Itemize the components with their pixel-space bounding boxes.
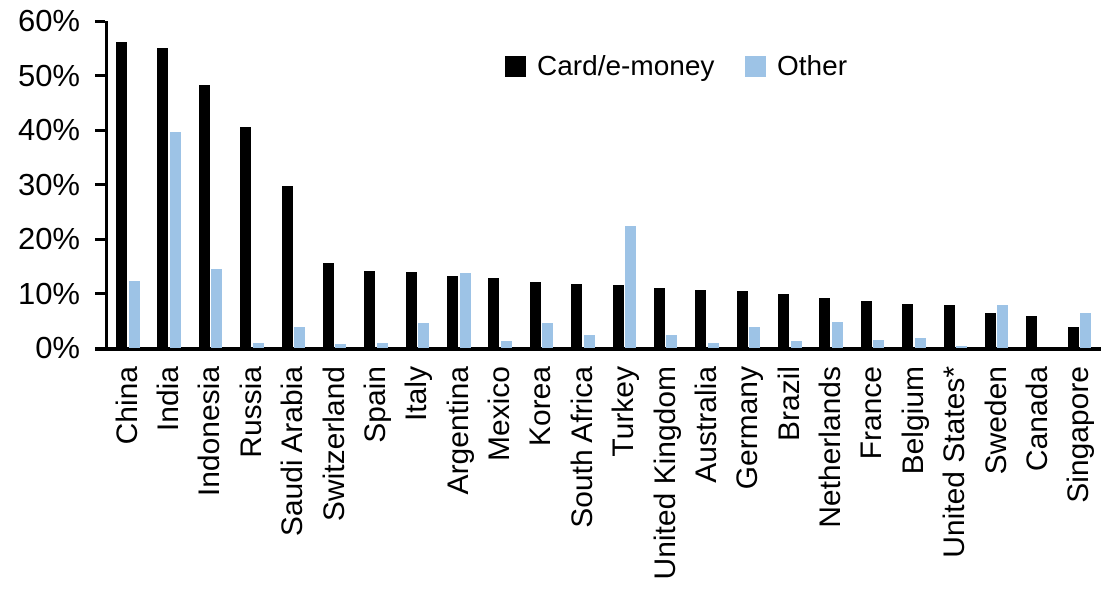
bar-card-e-money — [571, 284, 583, 348]
x-axis-category-label: Saudi Arabia — [276, 366, 310, 537]
y-axis-tick-mark — [95, 292, 105, 295]
x-axis-category-label: Germany — [731, 366, 765, 490]
legend-swatch-card-e-money — [505, 56, 526, 77]
x-axis-category-label: Mexico — [483, 366, 517, 462]
y-axis-tick-mark — [95, 183, 105, 186]
bar-other — [956, 346, 967, 348]
bar-other — [997, 304, 1009, 348]
bar-card-e-money — [902, 303, 914, 348]
bar-other — [128, 280, 140, 348]
bar-other — [376, 342, 388, 348]
x-axis-category-label: South Africa — [565, 366, 599, 528]
x-axis-category-label: Switzerland — [317, 366, 351, 522]
x-axis-category-label: India — [152, 366, 186, 432]
bar-card-e-money — [488, 277, 500, 348]
bar-card-e-money — [240, 127, 252, 348]
y-axis-tick-mark — [95, 19, 105, 23]
x-axis-category-label: France — [855, 366, 889, 460]
bar-other — [749, 326, 761, 348]
bar-card-e-money — [778, 293, 789, 348]
bar-other — [418, 322, 430, 348]
bar-card-e-money — [653, 288, 665, 348]
bar-card-e-money — [819, 297, 831, 348]
bar-card-e-money — [405, 271, 417, 348]
y-axis-tick-label: 60% — [17, 3, 80, 38]
bar-card-e-money — [364, 270, 376, 348]
bar-card-e-money — [736, 290, 748, 348]
y-axis-tick-mark — [95, 128, 105, 132]
x-axis-category-label: Italy — [400, 366, 434, 422]
x-axis-category-label: Australia — [689, 366, 723, 483]
bar-card-e-money — [529, 281, 541, 348]
bar-card-e-money — [322, 262, 334, 348]
bar-card-e-money — [1067, 327, 1079, 348]
x-axis-category-label: Singapore — [1062, 366, 1096, 503]
x-axis-category-label: Turkey — [607, 366, 641, 457]
bar-card-e-money — [116, 41, 127, 348]
y-axis-tick-mark — [95, 237, 105, 241]
y-axis-tick-mark — [95, 346, 105, 350]
x-axis-category-label: Indonesia — [193, 366, 227, 497]
bar-other — [583, 335, 595, 348]
bar-card-e-money — [157, 48, 169, 348]
x-axis-category-label: Russia — [234, 366, 268, 458]
x-axis-category-label: Spain — [358, 366, 392, 443]
bar-other — [625, 225, 636, 348]
x-axis-category-label: Brazil — [772, 366, 806, 442]
x-axis-category-label: Korea — [524, 366, 558, 447]
x-axis-category-label: Netherlands — [814, 366, 848, 528]
x-axis-category-label: United Kingdom — [648, 366, 682, 580]
x-axis-category-label: Argentina — [441, 366, 475, 495]
y-axis-tick-label: 50% — [17, 57, 80, 93]
x-axis-category-label: Canada — [1020, 366, 1054, 472]
bar-other — [873, 340, 885, 348]
x-axis-category-label: Sweden — [979, 366, 1013, 475]
bar-other — [459, 272, 471, 348]
bar-card-e-money — [943, 305, 955, 348]
bar-card-e-money — [695, 289, 707, 348]
bar-card-e-money — [984, 313, 996, 348]
bar-card-e-money — [860, 301, 872, 348]
bar-card-e-money — [612, 285, 624, 348]
x-axis-category-label: United States* — [938, 366, 972, 558]
bar-other — [252, 342, 264, 348]
bar-other — [542, 322, 554, 348]
bar-other — [294, 326, 305, 348]
y-axis-line — [105, 21, 108, 351]
y-axis-tick-mark — [95, 74, 105, 77]
x-axis-category-label: Belgium — [896, 366, 930, 475]
y-axis-tick-label: 40% — [17, 112, 80, 147]
y-axis-tick-label: 0% — [35, 330, 80, 365]
bar-card-e-money — [447, 275, 458, 348]
bar-other — [666, 335, 678, 348]
y-axis-tick-label: 30% — [17, 166, 80, 202]
bar-other — [211, 268, 223, 348]
x-axis-line — [95, 347, 1101, 351]
y-axis-tick-label: 20% — [17, 221, 80, 256]
bar-other — [790, 341, 802, 348]
bar-other — [335, 343, 347, 348]
bar-card-e-money — [1026, 316, 1038, 348]
bar-other — [914, 337, 926, 348]
bar-card-e-money — [281, 185, 293, 348]
legend-swatch-other — [745, 56, 766, 77]
bar-card-e-money — [198, 84, 210, 348]
bar-other — [500, 340, 512, 348]
bar-other — [169, 131, 181, 348]
legend-label-card-e-money: Card/e-money — [537, 50, 715, 81]
bar-other — [1080, 312, 1092, 348]
x-axis-category-label: China — [110, 366, 144, 445]
bar-other — [707, 343, 719, 348]
legend-label-other: Other — [777, 50, 848, 81]
y-axis-tick-label: 10% — [17, 275, 80, 311]
bar-other — [831, 322, 843, 348]
